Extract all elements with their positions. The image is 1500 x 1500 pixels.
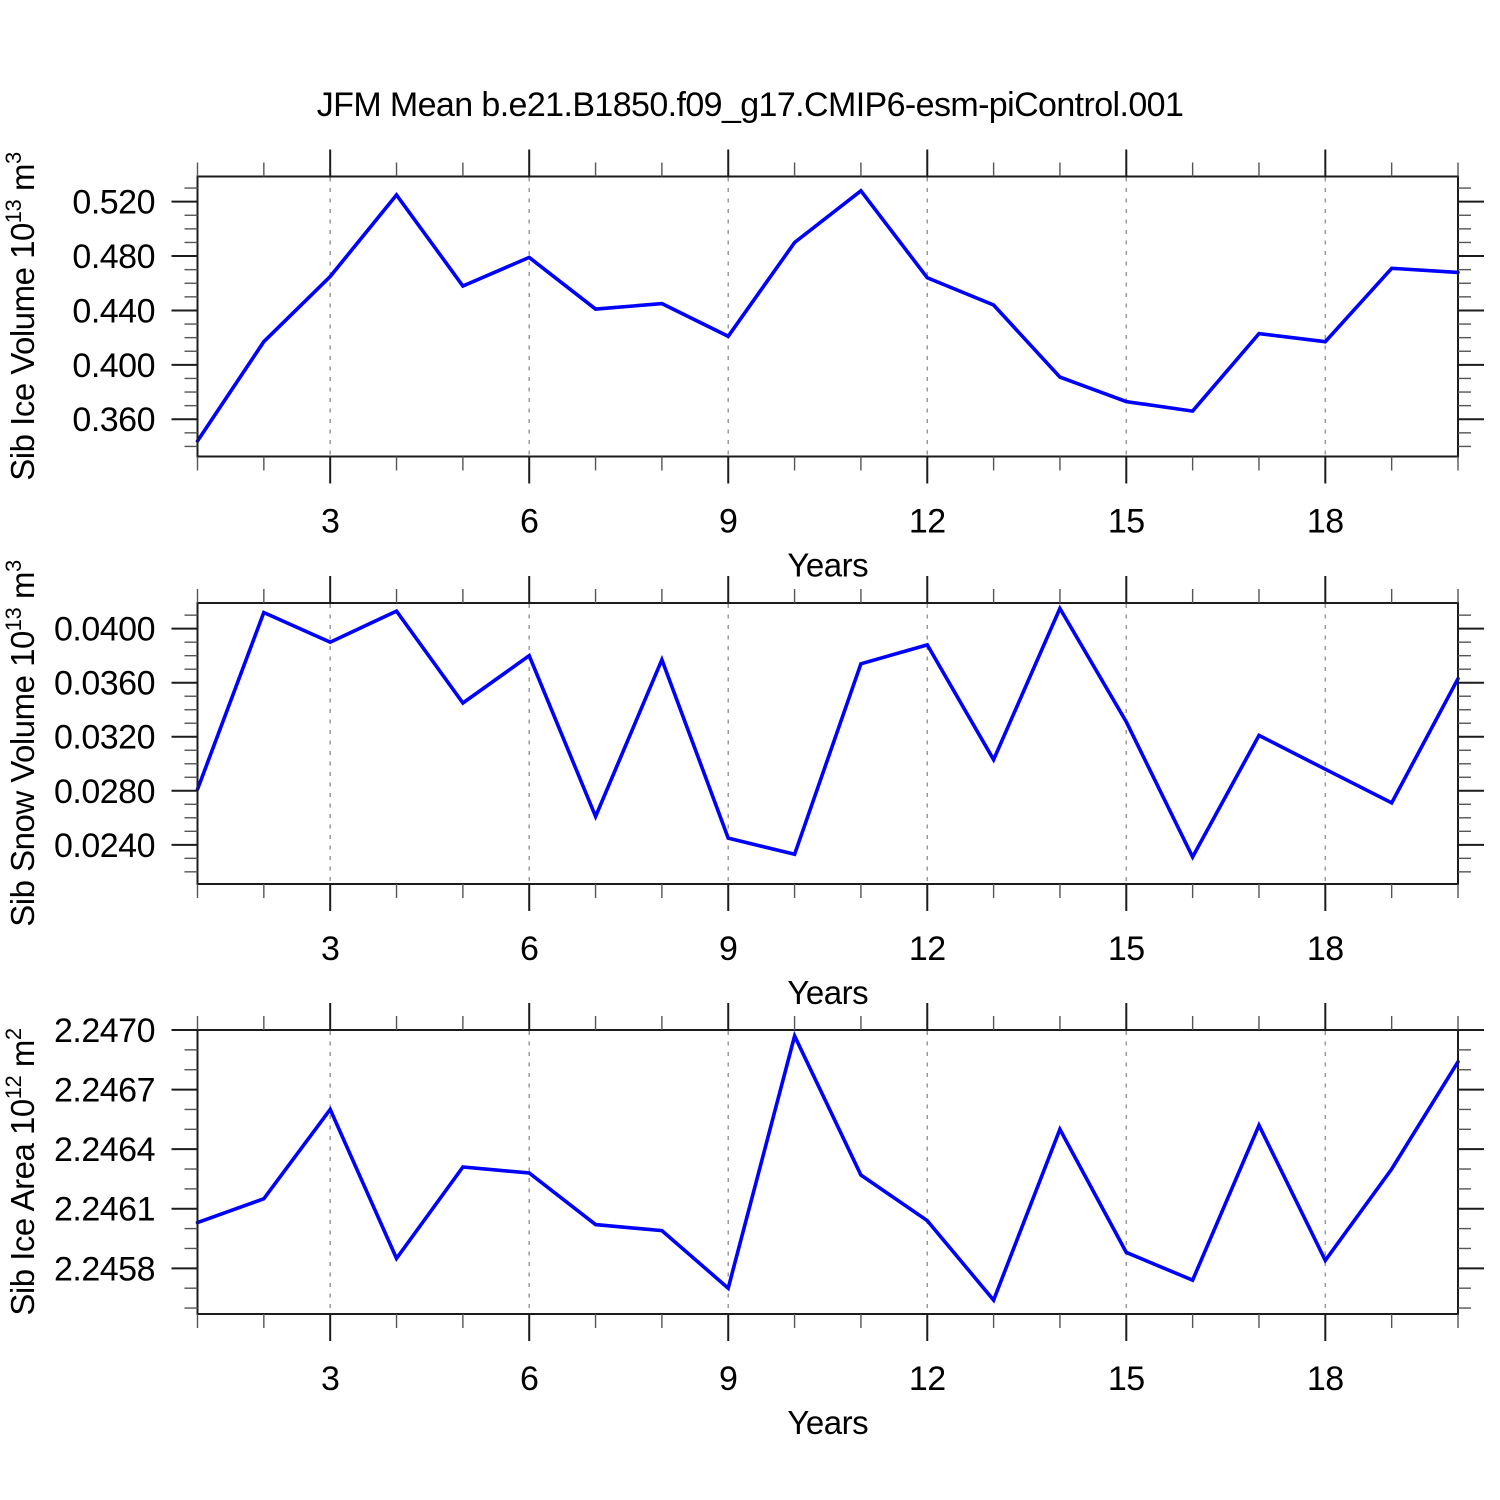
y-tick-label-2.2458: 2.2458: [54, 1250, 155, 1288]
x-tick-label-9: 9: [719, 1360, 737, 1398]
y-tick-label-0.0320: 0.0320: [54, 719, 155, 757]
y-tick-label-2.2470: 2.2470: [54, 1012, 155, 1050]
x-tick-label-3: 3: [321, 503, 339, 541]
y-tick-label-0.440: 0.440: [72, 292, 155, 330]
y-tick-label-2.2467: 2.2467: [54, 1072, 155, 1110]
y-tick-label-2.2461: 2.2461: [54, 1191, 155, 1229]
y-tick-label-0.360: 0.360: [72, 401, 155, 439]
data-line-sib-ice-volume: [195, 188, 1460, 443]
x-tick-label-6: 6: [520, 930, 538, 968]
y-tick-label-0.0280: 0.0280: [54, 773, 155, 811]
x-tick-label-12: 12: [909, 503, 946, 541]
y-tick-label-0.480: 0.480: [72, 238, 155, 276]
x-tick-label-6: 6: [520, 503, 538, 541]
x-tick-label-15: 15: [1108, 1360, 1145, 1398]
data-line-sib-ice-area: [195, 1030, 1460, 1304]
y-tick-label-0.520: 0.520: [72, 184, 155, 222]
data-line-sib-snow-volume: [195, 604, 1460, 861]
x-tick-label-9: 9: [719, 930, 737, 968]
panel-border: [196, 1029, 1459, 1315]
y-axis-title: Sib Ice Volume 1013 m3: [1, 152, 41, 481]
x-axis-title: Years: [787, 547, 868, 584]
y-axis-title: Sib Ice Area 1012 m2: [1, 1028, 41, 1315]
y-tick-label-0.0240: 0.0240: [54, 827, 155, 865]
x-tick-label-18: 18: [1307, 930, 1344, 968]
x-tick-label-3: 3: [321, 1360, 339, 1398]
x-axis-title: Years: [787, 1404, 868, 1441]
panel-sib-ice-volume: 3 6 9 12 15 18 0.360 0.400 0.440 0.480 0.520 Years S…: [1, 149, 1484, 584]
chart-title: JFM Mean b.e21.B1850.f09_g17.CMIP6-esm-p…: [316, 86, 1184, 124]
x-tick-label-15: 15: [1108, 930, 1145, 968]
x-axis-title: Years: [787, 974, 868, 1011]
x-tick-label-9: 9: [719, 503, 737, 541]
y-tick-label-0.400: 0.400: [72, 347, 155, 385]
x-tick-label-6: 6: [520, 1360, 538, 1398]
panel-sib-snow-volume: 3 6 9 12 15 18 0.0240 0.0280 0.0320 0.0360 0.0400 Y…: [1, 560, 1484, 1011]
x-tick-label-3: 3: [321, 930, 339, 968]
x-tick-label-18: 18: [1307, 1360, 1344, 1398]
panel-border: [196, 175, 1459, 458]
x-tick-label-12: 12: [909, 1360, 946, 1398]
x-tick-label-15: 15: [1108, 503, 1145, 541]
panel-border: [196, 602, 1459, 885]
y-tick-label-0.0400: 0.0400: [54, 611, 155, 649]
x-tick-label-18: 18: [1307, 503, 1344, 541]
panel-sib-ice-area: 3 6 9 12 15 18 2.2458 2.2461 2.2464 2.2467 2.2470 Y…: [1, 1003, 1484, 1441]
y-tick-label-2.2464: 2.2464: [54, 1131, 155, 1169]
y-axis-title: Sib Snow Volume 1013 m3: [1, 560, 41, 927]
y-tick-label-0.0360: 0.0360: [54, 665, 155, 703]
x-tick-label-12: 12: [909, 930, 946, 968]
